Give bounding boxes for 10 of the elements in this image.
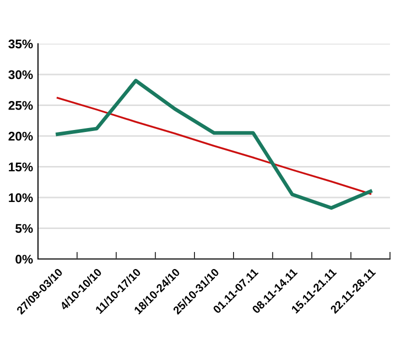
line-series (56, 78, 372, 210)
y-tick-label: 35% (8, 40, 33, 48)
y-tick-label: 20% (8, 132, 33, 141)
y-tick-label: 0% (16, 254, 33, 264)
y-tick-label: 30% (8, 70, 33, 80)
y-tick-label: 5% (15, 224, 33, 233)
y-tick-label: 10% (8, 193, 33, 202)
line-series (56, 96, 372, 195)
y-tick-label: 25% (8, 101, 33, 110)
y-tick-label: 15% (8, 162, 33, 172)
